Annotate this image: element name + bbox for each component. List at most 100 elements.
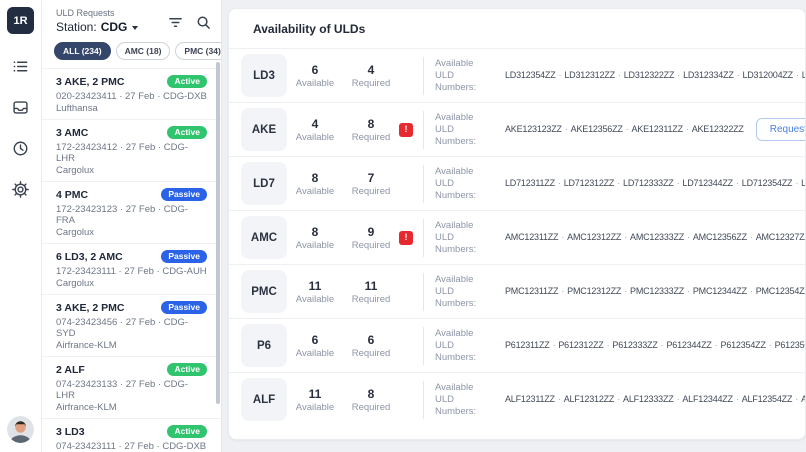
user-avatar[interactable] [7,416,34,443]
uld-number: AMC12327ZZ [755,231,806,242]
request-meta: 020-23423411 · 27 Feb · CDG-DXB [56,91,207,102]
uld-number: ALF12333ZZ [623,393,674,404]
chevron-down-icon [132,26,139,30]
uld-numbers-label: Available ULD Numbers: [435,57,477,93]
panel-tools [167,14,211,30]
uld-numbers: ALF12311ZZ · ALF12312ZZ · ALF12333ZZ · ALF1234… [505,393,805,407]
uld-number: LD712333ZZ [623,177,674,188]
available-count: 11 [308,386,322,401]
app-logo[interactable]: 1R [7,7,34,34]
request-list-item[interactable]: 6 LD3, 2 AMC Passive 172-23423111 · 27 F… [42,244,221,295]
list-icon[interactable] [11,56,31,76]
request-airline: Cargolux [56,165,95,176]
required-count: 6 [367,332,375,347]
uld-number: LD312350ZZ [802,70,805,80]
available-stat: 11 Available [287,387,343,413]
card-title: Availability of ULDs [253,22,366,36]
required-count: 8 [367,386,375,401]
required-label: Required [351,185,391,197]
uld-availability-row: PMC 11 Available 11 Required ! Available… [229,264,805,318]
station-value: CDG [100,20,128,34]
request-list-item[interactable]: 2 ALF Active 074-23423133 · 27 Feb · CDG… [42,357,221,419]
panel-subtitle: ULD Requests [56,8,115,18]
uld-numbers: LD712311ZZ · LD712312ZZ · LD712333ZZ · LD71234… [505,177,805,191]
dot-separator: · [558,69,562,80]
dot-separator: · [561,285,565,296]
dot-separator: · [624,285,628,296]
uld-number: ALF12354ZZ [741,393,793,404]
available-count: 4 [311,116,319,131]
dot-separator: · [617,393,621,404]
uld-number: AMC12356ZZ [692,231,747,242]
uld-type-badge: LD3 [241,54,287,97]
uld-number: PMC12311ZZ [505,285,559,296]
uld-numbers: P612311ZZ · P612312ZZ · P612333ZZ · P612344ZZ ·… [505,339,805,353]
uld-number: LD712344ZZ [682,177,733,188]
uld-number: AMC12312ZZ [567,231,622,242]
dot-separator: · [685,123,689,134]
filter-tabs: ALL (234)AMC (18)PMC (34)LD7 (34) [42,34,221,68]
request-title: 2 ALF [56,363,85,376]
status-badge: Passive [161,188,207,201]
search-icon[interactable] [195,14,211,30]
inbox-icon[interactable] [11,97,31,117]
uld-number: LD312004ZZ [742,69,793,80]
dot-separator: · [749,231,753,242]
tab-amc[interactable]: AMC (18) [115,42,171,60]
available-stat: 6 Available [287,333,343,359]
dot-separator: · [676,393,680,404]
dot-separator: · [795,177,799,188]
uld-number: LD712311ZZ [505,177,555,188]
vertical-divider [423,56,424,95]
request-list: 3 AKE, 2 PMC Active 020-23423411 · 27 Fe… [42,68,221,452]
uld-number: ALF12356ZZ [801,394,805,404]
dot-separator: · [625,123,629,134]
request-meta: 172-23423412 · 27 Feb · CDG-LHR [56,142,189,164]
request-list-item[interactable]: 3 AKE, 2 PMC Passive 074-23423456 · 27 F… [42,295,221,357]
settings-icon[interactable] [11,179,31,199]
available-count: 6 [311,62,319,77]
uld-numbers: PMC12311ZZ · PMC12312ZZ · PMC12333ZZ · PMC1234… [505,285,806,299]
uld-number: ALF12311ZZ [505,393,555,404]
list-scrollbar[interactable] [216,62,220,404]
request-list-item[interactable]: 4 PMC Passive 172-23423123 · 27 Feb · CD… [42,182,221,244]
request-meta: 074-23423456 · 27 Feb · CDG-SYD [56,317,189,339]
dot-separator: · [660,339,664,350]
request-airline: Airfrance-KLM [56,402,117,413]
request-title: 3 AKE, 2 PMC [56,301,125,314]
uld-number: P612333ZZ [612,339,658,350]
dot-separator: · [564,123,568,134]
uld-availability-row: LD7 8 Available 7 Required ! Available U… [229,156,805,210]
dot-separator: · [552,339,556,350]
uld-number: LD312322ZZ [623,69,675,80]
tab-all[interactable]: ALL (234) [54,42,111,60]
request-title: 4 PMC [56,188,89,201]
station-selector[interactable]: Station: CDG [56,20,211,34]
available-stat: 11 Available [287,279,343,305]
tab-pmc[interactable]: PMC (34) [175,42,221,60]
vertical-divider [423,218,424,257]
uld-number: PMC12354ZZ [755,285,806,296]
uld-number: P612344ZZ [666,339,712,350]
request-list-item[interactable]: 3 AMC Active 172-23423412 · 27 Feb · CDG… [42,120,221,182]
availability-rows: LD3 6 Available 4 Required ! Available U… [229,48,805,426]
request-button[interactable]: Request [755,118,805,141]
request-list-item[interactable]: 3 AKE, 2 PMC Active 020-23423411 · 27 Fe… [42,69,221,120]
uld-type-badge: LD7 [241,162,287,205]
available-label: Available [295,293,335,305]
status-badge: Active [167,363,207,376]
dot-separator: · [735,177,739,188]
uld-numbers-label: Available ULD Numbers: [435,381,477,417]
request-title: 6 LD3, 2 AMC [56,250,123,263]
required-stat: 6 Required [343,333,399,359]
request-list-item[interactable]: 3 LD3 Active 074-23423111 · 27 Feb · CDG… [42,419,221,452]
available-label: Available [295,401,335,413]
filter-icon[interactable] [167,14,183,30]
required-count: 9 [367,224,375,239]
dot-separator: · [617,69,621,80]
dot-separator: · [606,339,610,350]
panel-header: ULD Requests Station: CDG [42,0,221,34]
status-badge: Active [167,75,207,88]
history-icon[interactable] [11,138,31,158]
uld-number: LD312334ZZ [683,69,734,80]
